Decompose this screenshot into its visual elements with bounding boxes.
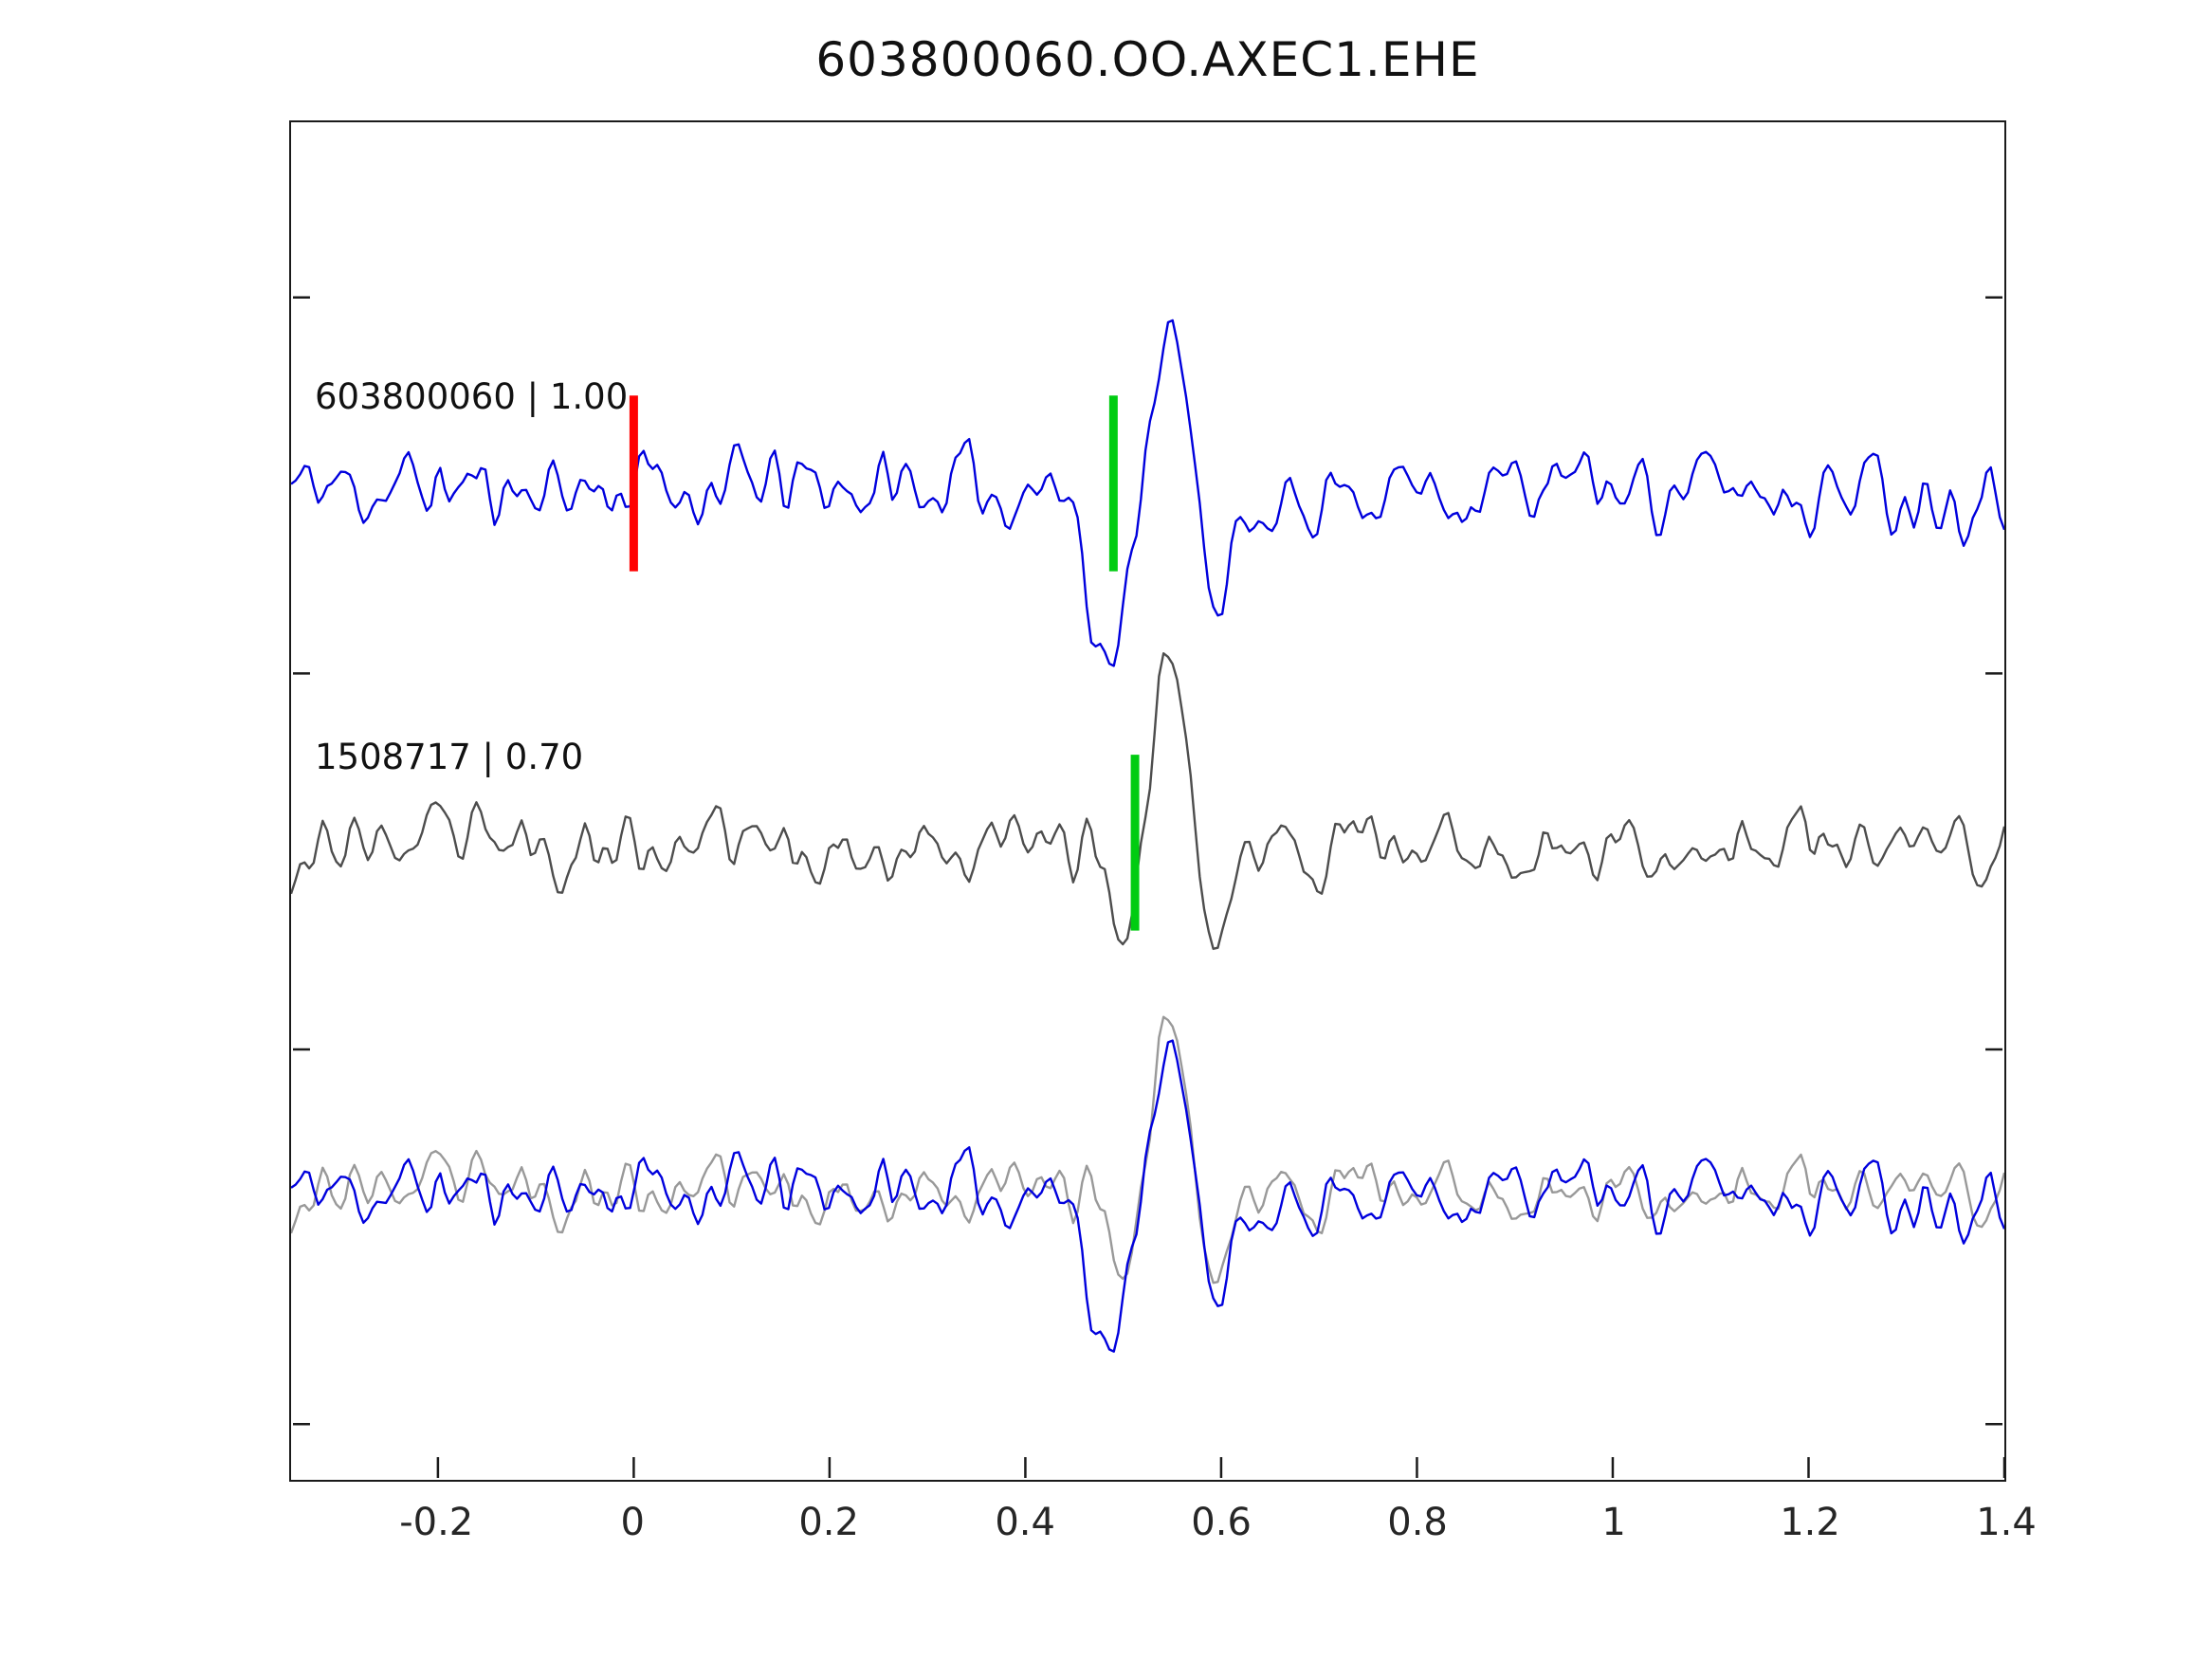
waveform-detection-trace: [291, 652, 2004, 951]
x-tick-label: 1.4: [1976, 1501, 2037, 1544]
x-tick-label: 1.2: [1780, 1501, 1840, 1544]
x-tick-label: 0.4: [995, 1501, 1055, 1544]
x-tick-label: -0.2: [399, 1501, 474, 1544]
trace-label-reference: 603800060 | 1.00: [315, 375, 629, 417]
x-tick-label: 0.6: [1191, 1501, 1252, 1544]
x-tick-label: 0.2: [798, 1501, 859, 1544]
figure-title: 603800060.OO.AXEC1.EHE: [815, 32, 1480, 87]
waveform-plot-canvas: [291, 296, 2004, 1479]
trace-label-detection: 1508717 | 0.70: [315, 736, 584, 777]
overlay-waveform-detection-trace: [291, 1015, 2004, 1285]
overlay-waveform-reference-trace: [291, 1039, 2004, 1353]
plot-area: 603800060 | 1.00 1508717 | 0.70: [289, 120, 2006, 1482]
x-tick-label: 1: [1601, 1501, 1626, 1544]
waveform-reference-trace: [291, 319, 2004, 667]
x-tick-label: 0: [620, 1501, 645, 1544]
x-axis-tick-labels: -0.2 0 0.2 0.4 0.6 0.8 1 1.2 1.4: [289, 1501, 2037, 1558]
x-tick-label: 0.8: [1387, 1501, 1448, 1544]
